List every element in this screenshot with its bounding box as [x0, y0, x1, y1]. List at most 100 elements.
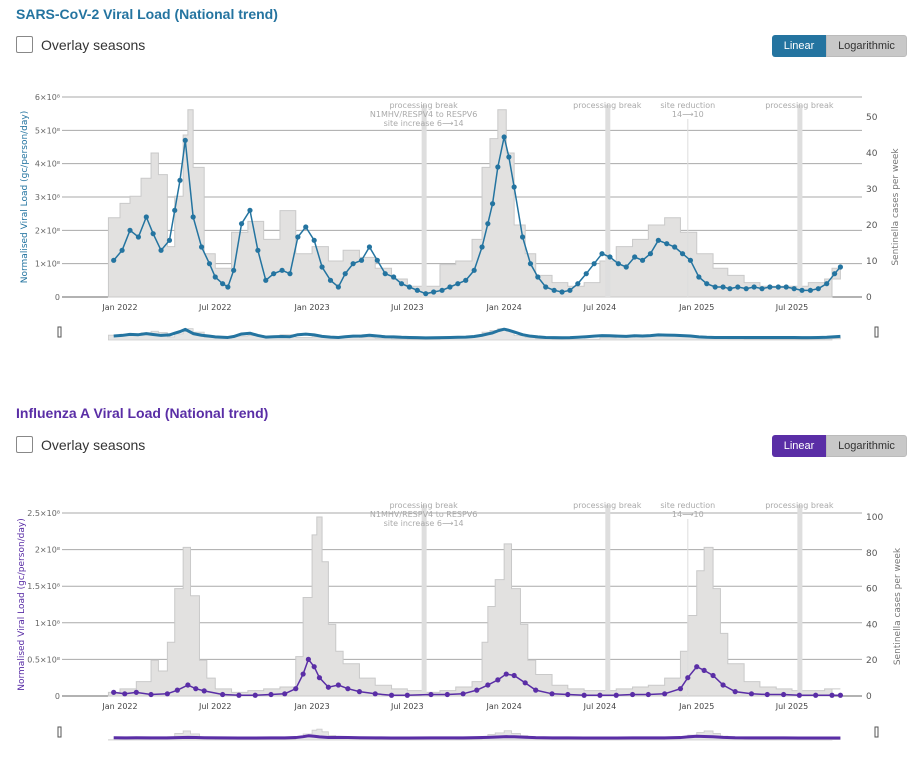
viral-load-point	[247, 207, 253, 213]
viral-load-point	[374, 257, 380, 263]
range-handle-left[interactable]	[57, 726, 62, 738]
viral-load-point	[837, 264, 844, 270]
y2-axis-title: Sentinella cases per week	[891, 148, 901, 266]
checkbox-box[interactable]	[16, 436, 33, 453]
viral-load-point	[685, 675, 691, 681]
x-tick-label: Jan 2025	[678, 702, 714, 711]
annotation-text: 14⟶10	[672, 110, 704, 119]
viral-load-point	[824, 281, 830, 287]
viral-load-point	[311, 664, 317, 670]
y2-tick-label: 60	[866, 585, 878, 595]
viral-load-point	[759, 286, 765, 292]
viral-load-point	[535, 274, 541, 280]
viral-load-point	[111, 689, 117, 695]
range-viral-load-line	[113, 734, 841, 740]
sars-cov-2-chart[interactable]: 0 1×10⁸ 2×10⁸ 3×10⁸ 4×10⁸ 5×10⁸ 6×10⁸ 0 10 20 30 40…	[0, 0, 918, 360]
viral-load-point	[287, 271, 293, 277]
viral-load-point	[485, 682, 491, 688]
y-tick-label: 2×10⁸	[35, 226, 60, 235]
annotation-text: processing break	[573, 101, 642, 110]
viral-load-point	[414, 287, 420, 293]
viral-load-point	[551, 287, 557, 293]
range-handle-right[interactable]	[874, 726, 879, 738]
logarithmic-button[interactable]: Logarithmic	[826, 35, 907, 57]
overlay-seasons-checkbox[interactable]: Overlay seasons	[16, 436, 145, 453]
processing-break-bar	[797, 105, 803, 297]
viral-load-point	[444, 691, 450, 698]
viral-load-point	[111, 257, 117, 263]
viral-load-point	[543, 284, 549, 290]
influenza-a-chart[interactable]: 0 0.5×10⁸ 1×10⁸ 1.5×10⁸ 2×10⁸ 2.5×10⁸ 0 20 40 60 8…	[0, 400, 918, 776]
viral-load-point	[559, 289, 565, 295]
viral-load-point	[350, 261, 356, 267]
x-tick-label: Jan 2022	[101, 303, 137, 312]
viral-load-point	[751, 284, 757, 290]
y2-tick-label: 80	[866, 549, 878, 559]
viral-load-point	[342, 271, 348, 277]
viral-load-point	[423, 291, 429, 297]
viral-load-point	[447, 284, 453, 290]
annotation-text: N1MHV/RESPV4 to RESPV6	[370, 510, 477, 519]
y-tick-label: 0	[55, 293, 60, 302]
viral-load-point	[150, 231, 156, 237]
viral-load-point	[279, 267, 285, 273]
range-handle-right[interactable]	[874, 326, 879, 338]
x-tick-label: Jan 2023	[293, 702, 329, 711]
viral-load-point	[506, 154, 512, 160]
viral-load-point	[293, 686, 299, 692]
viral-load-point	[398, 281, 405, 287]
viral-load-point	[735, 284, 741, 290]
viral-load-point	[583, 271, 589, 277]
annotation-text: processing break	[389, 501, 458, 510]
viral-load-point	[687, 257, 694, 263]
viral-load-point	[327, 277, 334, 283]
viral-load-point	[220, 281, 226, 287]
y2-tick-label: 100	[866, 513, 883, 523]
viral-load-point	[335, 682, 341, 688]
y2-tick-label: 20	[866, 221, 878, 231]
viral-load-point	[391, 274, 397, 280]
viral-load-point	[655, 237, 661, 243]
y-tick-label: 1×10⁸	[35, 619, 60, 628]
annotation-text: processing break	[389, 101, 458, 110]
viral-load-point	[677, 686, 684, 692]
viral-load-point	[764, 691, 770, 698]
viral-load-point	[567, 287, 573, 293]
range-slider[interactable]	[57, 726, 879, 741]
annotation-text: processing break	[765, 501, 834, 510]
viral-load-point	[193, 686, 199, 692]
viral-load-point	[495, 677, 501, 683]
x-tick-label: Jul 2023	[390, 702, 424, 711]
viral-load-point	[807, 287, 814, 293]
range-slider[interactable]	[57, 326, 879, 341]
scale-toggle: Linear Logarithmic	[772, 435, 907, 457]
viral-load-point	[135, 234, 142, 240]
viral-load-point	[231, 267, 237, 273]
y-tick-label: 0.5×10⁸	[27, 655, 60, 664]
logarithmic-button[interactable]: Logarithmic	[826, 435, 907, 457]
annotation-text: site increase 6⟶14	[384, 119, 464, 128]
y2-tick-label: 0	[866, 692, 872, 702]
processing-break-bar	[797, 505, 803, 696]
viral-load-point	[335, 284, 341, 290]
overlay-seasons-label: Overlay seasons	[41, 436, 146, 453]
range-handle-left[interactable]	[57, 326, 62, 338]
viral-load-point	[581, 692, 587, 698]
y2-tick-label: 20	[866, 656, 878, 666]
viral-load-point	[255, 247, 261, 253]
checkbox-box[interactable]	[16, 36, 33, 53]
viral-load-point	[271, 271, 277, 277]
viral-load-point	[597, 692, 603, 698]
overlay-seasons-checkbox[interactable]: Overlay seasons	[16, 36, 145, 53]
viral-load-point	[119, 247, 125, 253]
annotation-text: processing break	[765, 101, 834, 110]
y-axis-title: Normalised Viral Load (gc/person/day)	[20, 111, 30, 284]
linear-button[interactable]: Linear	[772, 35, 826, 57]
viral-load-point	[431, 289, 437, 295]
linear-button[interactable]: Linear	[772, 435, 826, 457]
viral-load-point	[406, 284, 413, 290]
viral-load-point	[319, 264, 325, 270]
viral-load-point	[672, 244, 678, 250]
viral-load-point	[460, 691, 466, 697]
viral-load-point	[727, 286, 733, 292]
